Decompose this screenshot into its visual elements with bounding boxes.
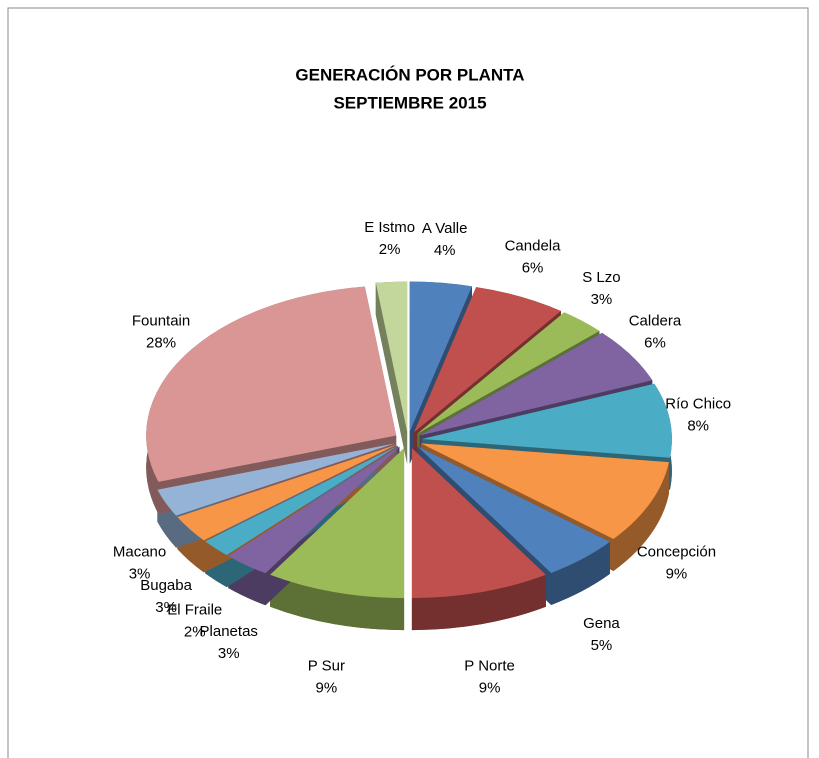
data-label-name: S Lzo — [582, 269, 620, 286]
data-label-value: 3% — [218, 645, 240, 662]
data-label-value: 6% — [644, 334, 666, 351]
slice-rim — [270, 574, 405, 631]
data-label-value: 8% — [687, 418, 709, 435]
data-label-name: E Istmo — [364, 219, 415, 236]
data-label-value: 3% — [155, 599, 177, 616]
data-label-value: 28% — [146, 334, 176, 351]
slice — [205, 445, 398, 556]
data-label-value: 3% — [591, 291, 613, 308]
data-label-name: P Norte — [464, 657, 515, 674]
data-label-name: P Sur — [308, 657, 345, 674]
data-label-name: El Fraile — [167, 602, 222, 619]
data-label-name: Candela — [505, 238, 562, 255]
slice — [421, 383, 672, 458]
data-label-value: 5% — [591, 637, 613, 654]
slice — [419, 332, 653, 436]
data-label-name: Fountain — [132, 312, 190, 329]
chart-title: GENERACIÓN POR PLANTA — [295, 65, 524, 84]
data-label-name: Bugaba — [140, 577, 192, 594]
slice — [375, 281, 408, 432]
data-label-value: 9% — [666, 565, 688, 582]
slice — [409, 281, 472, 432]
chart-frame — [7, 7, 809, 758]
slice — [146, 286, 397, 482]
data-label-name: Concepción — [637, 543, 716, 560]
slice-wall — [375, 282, 408, 464]
slice — [270, 448, 405, 599]
data-label-name: Planetas — [200, 623, 258, 640]
slice — [417, 446, 610, 573]
data-label-name: Río Chico — [665, 396, 731, 413]
slice — [413, 287, 561, 433]
data-label-name: Macano — [113, 543, 166, 560]
slice — [177, 444, 397, 541]
data-label-name: A Valle — [422, 220, 468, 237]
data-label-value: 2% — [379, 241, 401, 258]
data-label-name: Caldera — [629, 312, 682, 329]
slice — [228, 446, 400, 574]
data-label-value: 6% — [522, 260, 544, 277]
slice — [157, 443, 396, 516]
slice — [411, 448, 546, 599]
slice — [417, 312, 600, 434]
slice-rim — [613, 462, 669, 571]
data-label-value: 2% — [184, 624, 206, 641]
data-label-value: 3% — [129, 565, 151, 582]
chart-subtitle: SEPTIEMBRE 2015 — [333, 93, 486, 112]
data-label-value: 9% — [479, 679, 501, 696]
data-label-name: Gena — [583, 615, 620, 632]
slice — [420, 443, 669, 539]
slice-rim — [411, 574, 546, 631]
data-label-value: 9% — [316, 679, 338, 696]
data-label-value: 4% — [434, 242, 456, 259]
